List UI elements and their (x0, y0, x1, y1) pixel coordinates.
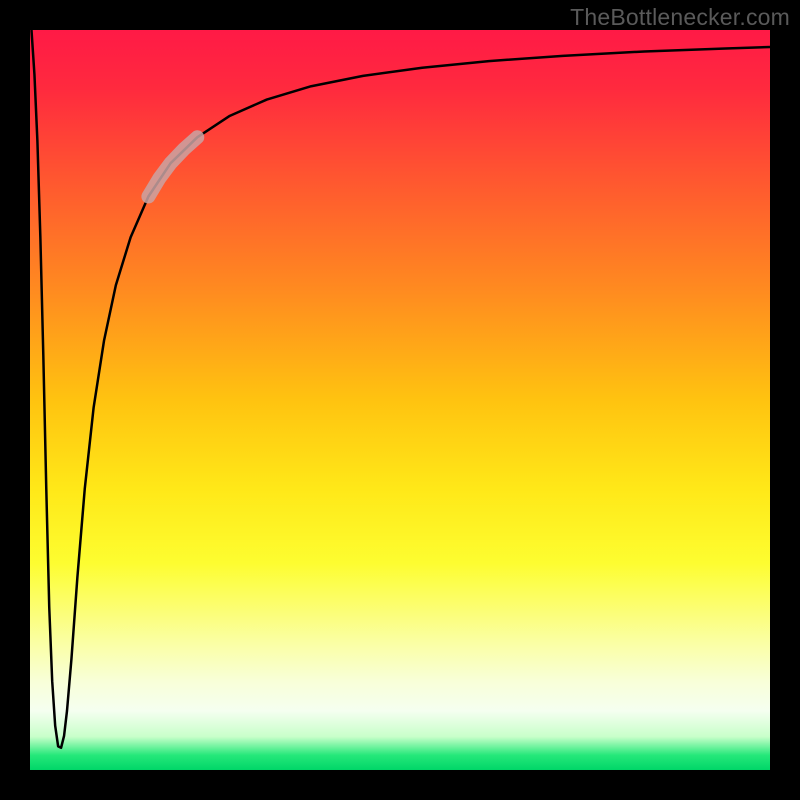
figure-root: TheBottlenecker.com (0, 0, 800, 800)
plot-background-gradient (30, 30, 770, 770)
figure-svg (0, 0, 800, 800)
attribution-text: TheBottlenecker.com (570, 4, 790, 31)
